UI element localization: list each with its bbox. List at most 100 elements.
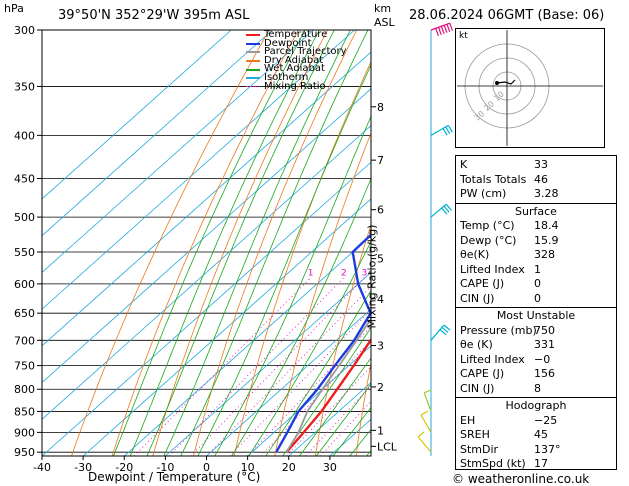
- dry-adiabat-line: [193, 30, 358, 456]
- dry-adiabat-line: [233, 60, 371, 456]
- pressure-tick-label: 500: [14, 211, 35, 224]
- x-tick-label: -40: [33, 461, 51, 474]
- isotherm-line: [42, 124, 371, 420]
- wind-barb-flag: [446, 23, 451, 32]
- wind-barb-flag: [443, 205, 450, 213]
- wind-barb-flag: [449, 22, 454, 31]
- wind-barb-flag: [445, 203, 452, 211]
- isotherm-line: [42, 30, 232, 200]
- legend-item: Temperature: [246, 29, 347, 40]
- index-value: 18.4: [534, 219, 559, 232]
- wind-barb-flag: [447, 125, 453, 133]
- dry-adiabat-line: [315, 223, 371, 456]
- legend-swatch: [246, 51, 260, 54]
- index-value: 33: [534, 158, 548, 171]
- surface-row: CIN (J) 0: [456, 292, 616, 306]
- chart-legend: Temperature Dewpoint Parcel Trajectory Dry …: [246, 29, 347, 92]
- wind-barb: [430, 203, 447, 218]
- index-value: −0: [534, 352, 551, 366]
- index-label: Lifted Index: [460, 352, 525, 366]
- wet-adiabat-line: [248, 240, 371, 456]
- index-label: Dewp (°C): [460, 233, 517, 247]
- parcel-trajectory-line: [285, 317, 371, 453]
- pressure-tick-label: 950: [14, 446, 35, 459]
- legend-swatch: [246, 34, 260, 37]
- index-value: 46: [534, 172, 548, 186]
- index-label: EH: [460, 413, 476, 427]
- pressure-tick-label: 350: [14, 80, 35, 93]
- legend-swatch: [246, 60, 260, 63]
- wind-barb-flag: [443, 324, 451, 331]
- most-unstable-section-title: Most Unstable: [496, 309, 576, 322]
- index-value: 17: [534, 457, 548, 470]
- index-value: 0: [534, 277, 541, 290]
- isotherm-line: [42, 30, 314, 273]
- legend-item: Wet Adiabat: [246, 63, 347, 75]
- pressure-tick-label: 300: [14, 24, 35, 37]
- index-value: 1: [534, 262, 541, 276]
- pressure-tick-label: 650: [14, 307, 35, 320]
- index-label: Pressure (mb): [460, 323, 537, 337]
- legend-item: Mixing Ratio: [246, 80, 347, 92]
- mixing-ratio-label: 3: [362, 269, 368, 279]
- isotherm-line: [247, 345, 371, 456]
- hodograph-trace: [496, 79, 516, 85]
- surface-row: Lifted Index 1: [456, 263, 616, 277]
- index-label: Totals Totals: [460, 172, 527, 186]
- mixing-ratio-label: 2: [341, 269, 347, 279]
- index-label: CAPE (J): [460, 277, 505, 290]
- isotherm-line: [165, 271, 371, 456]
- legend-label: Parcel Trajectory: [264, 46, 347, 58]
- legend-label: Temperature: [264, 29, 328, 40]
- km-tick-label: 8: [377, 101, 384, 114]
- hodograph-row: SREH 45: [456, 428, 616, 442]
- dry-adiabat-line: [71, 30, 270, 456]
- wind-barb: [430, 324, 445, 341]
- index-label: CIN (J): [460, 381, 495, 395]
- pressure-tick-label: 400: [14, 129, 35, 142]
- dry-adiabat-line: [152, 30, 328, 456]
- legend-item: Dewpoint: [246, 38, 347, 49]
- mixing-ratio-label: 8: [415, 269, 421, 279]
- most-unstable-row: CAPE (J) 156: [456, 367, 616, 381]
- wind-barb-flag: [439, 329, 447, 336]
- panel-divider: [456, 307, 616, 308]
- isotherm-line: [288, 382, 371, 456]
- datetime-title: 28.06.2024 06GMT (Base: 06): [409, 8, 605, 23]
- x-tick-label: 20: [282, 461, 296, 474]
- hodograph-row: StmSpd (kt) 17: [456, 457, 616, 471]
- index-value: 328: [534, 248, 555, 261]
- x-tick-label: 30: [323, 461, 337, 474]
- indices-panel: K 33 Totals Totals 46 PW (cm) 3.28 Surface Temp…: [455, 155, 617, 470]
- mixing-ratio-line: [246, 325, 371, 456]
- km-tick-label: 5: [377, 253, 384, 266]
- index-value: −25: [534, 413, 558, 427]
- legend-item: Dry Adiabat: [246, 56, 347, 66]
- legend-label: Mixing Ratio: [264, 80, 326, 92]
- wet-adiabat-line: [315, 383, 371, 456]
- km-unit-label: km: [374, 2, 392, 15]
- wind-barb-flag: [440, 26, 445, 34]
- legend-item: Isotherm: [246, 73, 347, 83]
- legend-swatch: [246, 77, 260, 80]
- index-row: PW (cm) 3.28: [456, 187, 616, 201]
- pressure-tick-label: 750: [14, 360, 35, 373]
- isotherm-line: [42, 161, 371, 456]
- isotherm-line: [82, 198, 371, 456]
- hodograph-storm-marker: [495, 81, 499, 85]
- surface-row: θe(K) 328: [456, 248, 616, 262]
- legend-label: Wet Adiabat: [264, 63, 325, 75]
- dry-adiabat-line: [355, 361, 371, 456]
- lcl-label: LCL: [377, 440, 398, 453]
- location-title: 39°50'N 352°29'W 395m ASL: [58, 8, 250, 23]
- index-label: CAPE (J): [460, 367, 505, 380]
- index-value: 15.9: [534, 233, 559, 247]
- legend-swatch: [246, 86, 260, 88]
- asl-unit-label: ASL: [374, 16, 395, 29]
- wet-adiabat-line: [197, 63, 371, 456]
- hodograph-row: EH −25: [456, 414, 616, 428]
- km-tick-label: 3: [377, 340, 384, 353]
- surface-section-title: Surface: [515, 204, 557, 218]
